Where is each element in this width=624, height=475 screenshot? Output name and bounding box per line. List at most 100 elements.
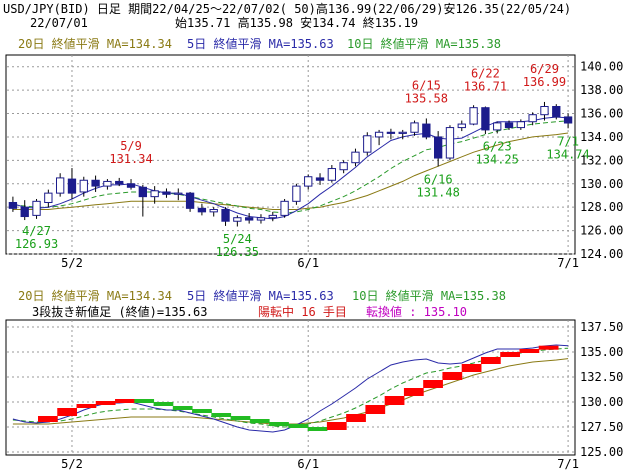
ma10-line [12,120,569,214]
candle-body [280,200,289,216]
price-y-tick-label: 132.00 [580,153,623,167]
new-price-block [442,372,463,380]
candle-body [315,177,325,181]
new-price-block [76,404,97,408]
candle-body [457,123,466,129]
new-price-block [461,364,482,372]
new-price-block [95,401,116,405]
candle-body [138,186,148,198]
candle-body [540,106,549,116]
price-y-tick-label: 126.00 [580,224,623,238]
new-price-block [538,345,559,350]
new-price-block [153,402,174,406]
candle-body [304,176,313,187]
annotation-date: 5/9 [120,139,142,153]
chart-header-line1: USD/JPY(BID) 日足 期間22/04/25～22/07/02( 50)… [3,1,571,16]
new-price-block [403,388,424,396]
candle-body [445,127,455,159]
candle-body [32,200,41,216]
annotation-date: 6/29 [530,62,559,76]
candle-body [79,179,88,193]
new-price-block [134,399,155,403]
candle-body [8,201,18,209]
annotation-value: 134.25 [476,152,519,166]
candle-body [493,122,502,131]
price-moving-averages [12,116,569,220]
block-y-tick-label: 127.50 [580,420,623,434]
legend-ma20: 20日 終値平滑 MA=134.34 [18,36,172,51]
candle-body [516,121,526,129]
new-price-block [384,396,405,405]
candle-body [233,217,242,222]
annotation-date: 6/23 [483,139,512,153]
block-y-ticks: 125.00 127.50 130.00 132.50 135.00 137.50 [580,320,623,459]
new-price-block [500,352,520,357]
annotation-value: 136.71 [464,80,507,94]
candle-body [422,123,431,138]
annotation-value: 135.58 [405,91,448,105]
new-price-block [115,399,135,403]
block-y-tick-label: 137.50 [580,320,623,334]
annotation-date: 6/16 [424,172,453,186]
block-x-ticks: 5/2 6/1 7/1 [61,457,579,471]
candle-body [103,180,112,187]
price-y-ticks: 124.00 126.00 128.00 130.00 132.00 134.00 136.… [580,60,623,261]
candle-body [44,192,53,203]
block-x-tick-label: 5/2 [61,457,83,471]
candle-body [67,178,77,194]
new-price-block [211,413,232,417]
candle-body [221,209,230,222]
indicator-reversal: 転換値 : 135.10 [366,304,467,319]
candle-body [339,162,348,171]
block-y-tick-label: 125.00 [580,445,623,459]
block-grid [7,320,574,455]
block-x-tick-label: 6/1 [297,457,319,471]
block-ma20-line [12,358,569,425]
chart-header-ohlc: 始135.71 高135.98 安134.74 終135.19 [175,15,418,30]
candle-body [256,217,266,221]
chart-header-date: 22/07/01 [30,16,88,30]
candle-body [244,217,254,221]
new-price-block [38,416,58,422]
candle-body [469,107,478,125]
candle-body [292,185,301,202]
new-price-block [172,406,193,410]
indicator-label: 3段抜き新値足 (終値)=135.63 [32,304,207,319]
annotation-date: 4/27 [22,224,51,238]
new-price-block [365,405,386,414]
candle-body [209,209,218,213]
new-price-block [269,422,289,426]
ma20-line [12,132,569,210]
candle-body [410,122,419,133]
new-price-block [423,380,443,388]
new-price-block [519,349,540,353]
annotation-date: 6/15 [412,78,441,92]
candle-body [150,190,159,198]
candle-body [115,180,124,185]
block-x-tick-label: 7/1 [557,457,579,471]
block-y-tick-label: 135.00 [580,345,623,359]
annotation-value: 131.34 [109,152,152,166]
candle-body [185,192,195,209]
candle-body [374,131,384,138]
block-y-tick-label: 130.00 [580,395,623,409]
legend2-ma5: 5日 終値平滑 MA=135.63 [187,288,334,303]
annotation-value: 136.99 [523,75,566,89]
candle-body [481,107,490,131]
price-y-tick-label: 128.00 [580,200,623,214]
candle-body [327,168,337,181]
candle-body [197,207,207,213]
new-price-block [57,408,78,416]
candle-body [351,151,360,164]
annotation-date: 5/24 [223,232,252,246]
legend-ma10: 10日 終値平滑 MA=135.38 [347,36,501,51]
price-grid [7,55,574,255]
price-x-tick-label: 7/1 [557,256,579,270]
annotation-value: 126.93 [15,237,58,251]
new-price-block [249,419,270,423]
block-plot-frame [5,319,576,456]
new-price-block [326,422,347,430]
annotation-value: 126.35 [216,245,259,259]
